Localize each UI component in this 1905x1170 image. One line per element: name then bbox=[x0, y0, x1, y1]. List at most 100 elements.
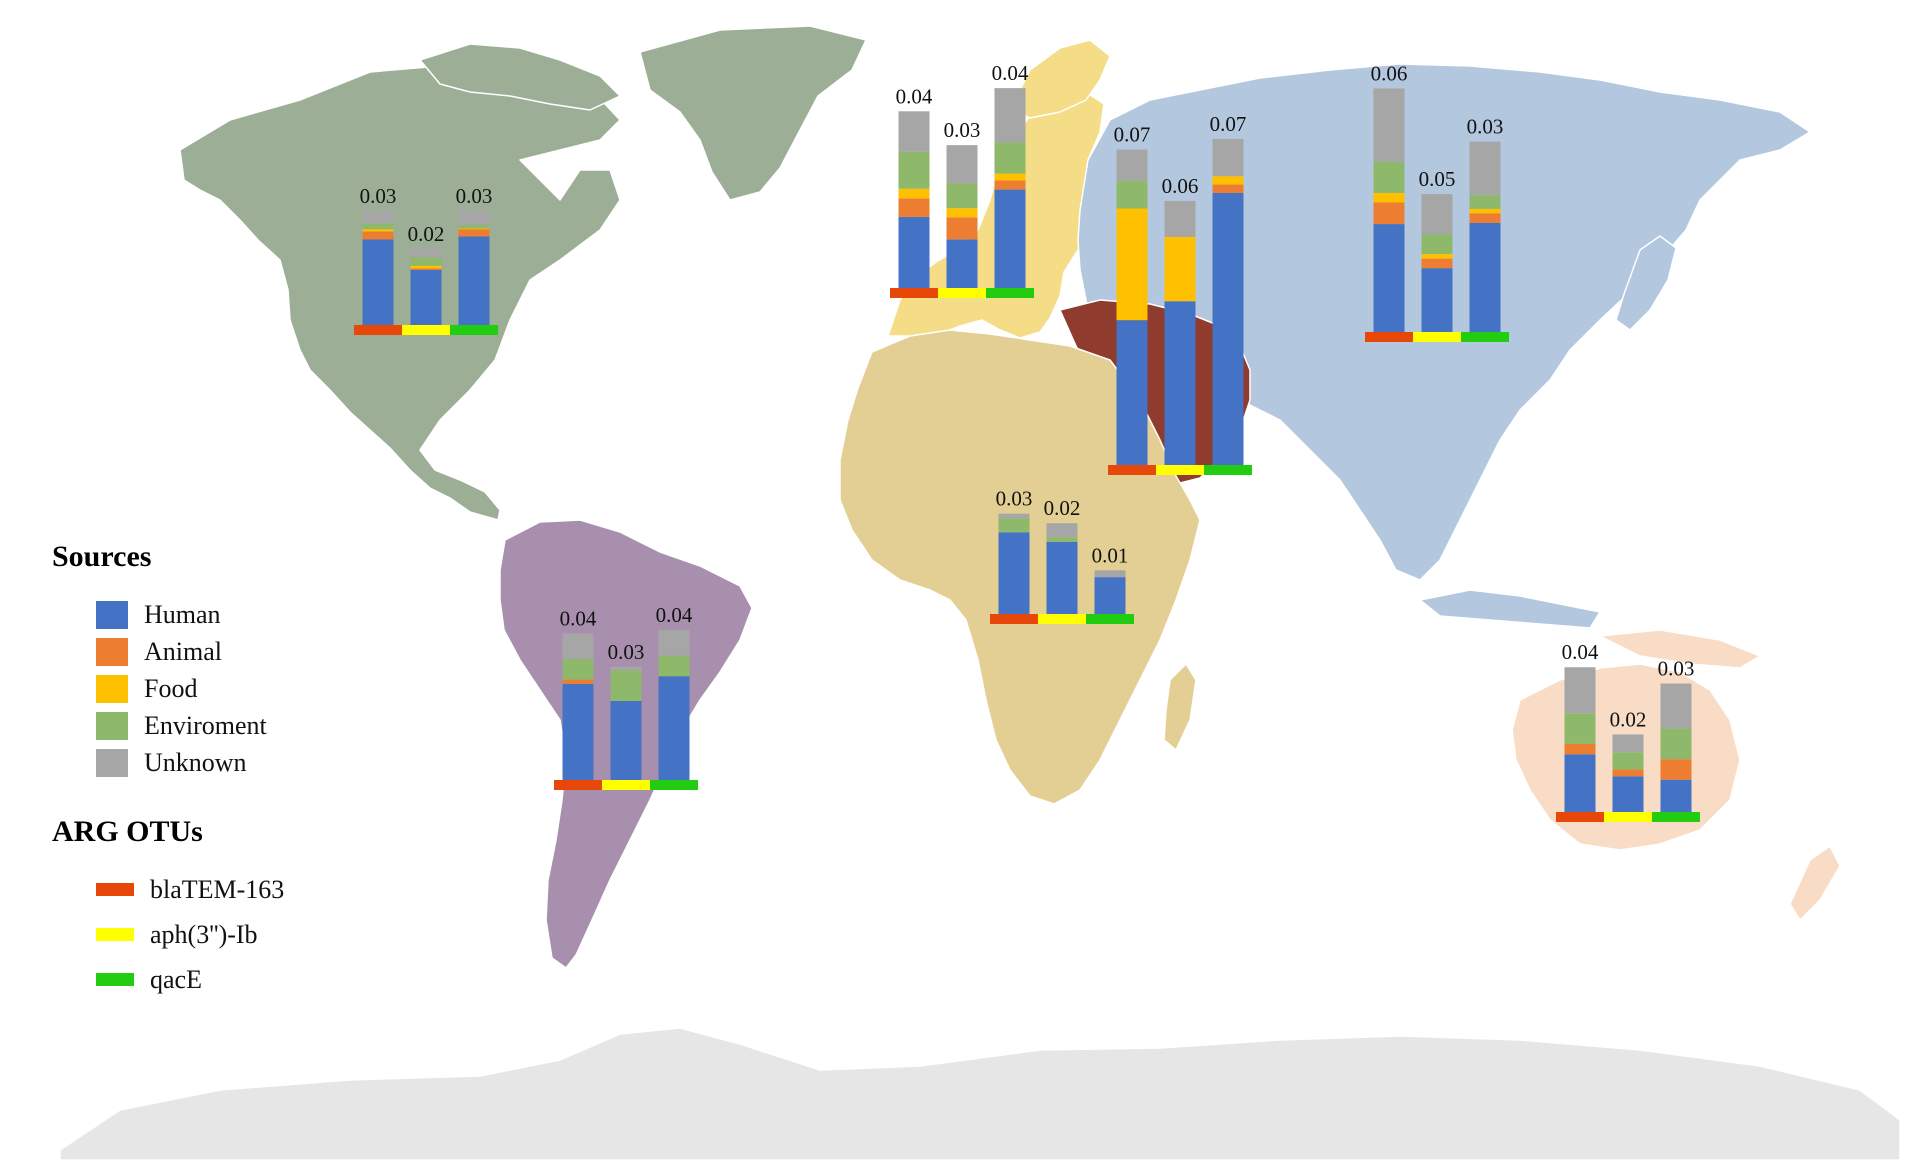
bar-value-label: 0.04 bbox=[560, 606, 597, 630]
bar-segment-food bbox=[1373, 192, 1405, 203]
arg-strip-blatem-163 bbox=[1108, 465, 1156, 475]
bar-value-label: 0.02 bbox=[1044, 496, 1081, 520]
legend-item-qace: qacE bbox=[52, 957, 382, 1002]
unknown-swatch bbox=[96, 748, 128, 777]
legend-item-enviroment: Enviroment bbox=[52, 707, 382, 744]
human-swatch bbox=[96, 600, 128, 629]
bar-segment-animal bbox=[1612, 769, 1644, 777]
bar-segment-unknown bbox=[946, 145, 978, 184]
unknown-label: Unknown bbox=[144, 747, 247, 777]
legend-item-human: Human bbox=[52, 596, 382, 633]
animal-swatch bbox=[96, 637, 128, 666]
japan-shape bbox=[1615, 235, 1677, 331]
bar-value-label: 0.03 bbox=[944, 118, 981, 142]
bar-value-label: 0.03 bbox=[456, 184, 493, 208]
bar-segment-enviroment bbox=[1612, 752, 1644, 770]
bar-segment-human bbox=[458, 236, 490, 325]
bar-segment-animal bbox=[1660, 759, 1692, 780]
madagascar-shape bbox=[1163, 663, 1197, 751]
bar-segment-human bbox=[362, 239, 394, 325]
bar-segment-animal bbox=[562, 679, 594, 684]
bar-segment-animal bbox=[410, 268, 442, 270]
bar-segment-enviroment bbox=[458, 225, 490, 229]
legend-item-aph3-ib: aph(3'')-Ib bbox=[52, 912, 382, 957]
bar-value-label: 0.05 bbox=[1419, 167, 1456, 191]
bar-segment-food bbox=[1212, 176, 1244, 185]
bar-segment-enviroment bbox=[1116, 180, 1148, 209]
bar-segment-human bbox=[946, 239, 978, 288]
bar-segment-human bbox=[1421, 268, 1453, 332]
bar-segment-unknown bbox=[1212, 138, 1244, 177]
bar-segment-enviroment bbox=[610, 670, 642, 701]
blatem-163-swatch bbox=[96, 883, 134, 896]
bar-segment-human bbox=[1612, 776, 1644, 812]
arg-strip-blatem-163 bbox=[354, 325, 402, 335]
legend-item-unknown: Unknown bbox=[52, 744, 382, 781]
bar-segment-human bbox=[1660, 779, 1692, 812]
new-zealand-shape bbox=[1789, 845, 1841, 921]
aph3-ib-swatch bbox=[96, 928, 134, 941]
bar-segment-human bbox=[898, 216, 930, 288]
bar-value-label: 0.04 bbox=[656, 603, 693, 627]
enviroment-swatch bbox=[96, 711, 128, 740]
bar-segment-human bbox=[658, 676, 690, 780]
bar-group-asia: 0.06 0.05 0.03 bbox=[1365, 61, 1509, 342]
bar-value-label: 0.06 bbox=[1371, 61, 1408, 85]
legend-item-animal: Animal bbox=[52, 633, 382, 670]
bar-segment-food bbox=[410, 265, 442, 269]
bar-segment-unknown bbox=[994, 88, 1026, 143]
bar-value-label: 0.04 bbox=[896, 84, 933, 108]
bar-value-label: 0.01 bbox=[1092, 543, 1129, 567]
qace-label: qacE bbox=[150, 964, 202, 994]
bar-segment-human bbox=[1469, 222, 1501, 332]
arg-strip-blatem-163 bbox=[1556, 812, 1604, 822]
arg-strip-aph-3-ib bbox=[1038, 614, 1086, 624]
bar-segment-food bbox=[458, 228, 490, 230]
scandinavia-shape bbox=[1009, 39, 1111, 119]
bar-segment-food bbox=[946, 208, 978, 218]
bar-segment-food bbox=[1116, 208, 1148, 321]
bar-segment-animal bbox=[1373, 202, 1405, 225]
bar-value-label: 0.07 bbox=[1114, 123, 1151, 147]
bar-group-africa: 0.03 0.02 0.01 bbox=[990, 487, 1134, 624]
bar-segment-animal bbox=[458, 229, 490, 237]
arg-strip-qace bbox=[1204, 465, 1252, 475]
food-label: Food bbox=[144, 673, 198, 703]
bar-segment-enviroment bbox=[1564, 713, 1596, 744]
bar-segment-human bbox=[1212, 192, 1244, 466]
bar-segment-human bbox=[562, 683, 594, 780]
blatem-163-label: blaTEM-163 bbox=[150, 874, 285, 904]
arg-strip-aph-3-ib bbox=[1156, 465, 1204, 475]
bar-segment-unknown bbox=[1660, 683, 1692, 729]
legend-item-food: Food bbox=[52, 670, 382, 707]
bar-segment-enviroment bbox=[998, 518, 1030, 533]
bar-value-label: 0.06 bbox=[1162, 174, 1199, 198]
arg-strip-qace bbox=[1461, 332, 1509, 342]
bar-segment-unknown bbox=[1421, 194, 1453, 235]
bar-group-middle-east: 0.07 0.06 0.07 bbox=[1108, 112, 1252, 475]
bar-segment-animal bbox=[1421, 258, 1453, 269]
bar-segment-food bbox=[1164, 237, 1196, 302]
bar-segment-enviroment bbox=[898, 151, 930, 189]
bar-value-label: 0.07 bbox=[1210, 112, 1247, 136]
arg-strip-aph-3-ib bbox=[1604, 812, 1652, 822]
bar-segment-human bbox=[1046, 541, 1078, 614]
bar-segment-enviroment bbox=[1421, 234, 1453, 255]
arg-strip-qace bbox=[450, 325, 498, 335]
qace-swatch bbox=[96, 973, 134, 986]
bar-segment-human bbox=[998, 532, 1030, 614]
enviroment-label: Enviroment bbox=[144, 710, 267, 740]
arg-strip-aph-3-ib bbox=[402, 325, 450, 335]
bar-value-label: 0.04 bbox=[1562, 640, 1599, 664]
arg-strip-blatem-163 bbox=[890, 288, 938, 298]
food-swatch bbox=[96, 674, 128, 703]
indonesia-shape bbox=[1419, 589, 1601, 629]
bar-segment-enviroment bbox=[410, 257, 442, 266]
arg-strip-blatem-163 bbox=[554, 780, 602, 790]
arg-strip-blatem-163 bbox=[990, 614, 1038, 624]
bar-segment-enviroment bbox=[658, 655, 690, 677]
bar-segment-food bbox=[898, 188, 930, 199]
sources-legend-list: Human Animal Food Enviroment Unknown bbox=[52, 596, 382, 781]
bar-segment-animal bbox=[1564, 743, 1596, 755]
